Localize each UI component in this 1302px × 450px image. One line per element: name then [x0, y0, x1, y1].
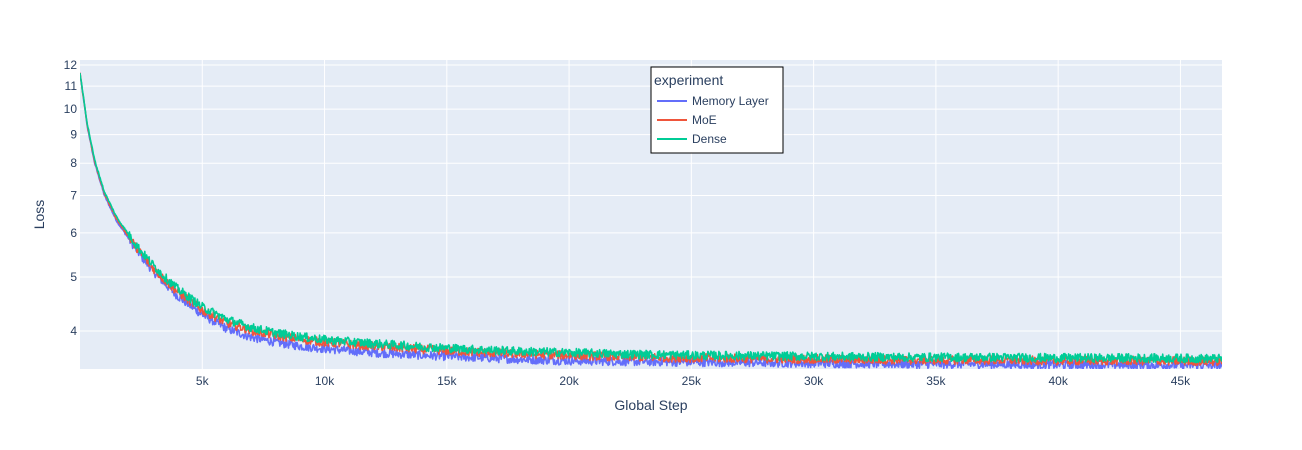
legend-item-label[interactable]: Dense	[692, 132, 727, 146]
y-axis-ticks: 4 5 6 7 8 9 10 11 12	[64, 58, 78, 338]
y-tick-label: 4	[70, 324, 77, 338]
y-tick-label: 12	[64, 58, 78, 72]
x-tick-label: 40k	[1048, 374, 1068, 388]
legend-item-label[interactable]: MoE	[692, 113, 717, 127]
x-tick-label: 35k	[926, 374, 946, 388]
y-axis-title: Loss	[31, 200, 47, 230]
legend-title: experiment	[654, 72, 723, 88]
y-tick-label: 7	[70, 189, 77, 203]
y-tick-label: 11	[65, 79, 78, 93]
y-tick-label: 9	[70, 128, 77, 142]
legend-item-label[interactable]: Memory Layer	[692, 94, 769, 108]
legend[interactable]: experiment Memory Layer MoE Dense	[650, 66, 784, 154]
x-axis-title: Global Step	[614, 397, 687, 413]
y-tick-label: 10	[64, 102, 78, 116]
x-tick-label: 25k	[682, 374, 702, 388]
x-tick-label: 15k	[437, 374, 457, 388]
x-tick-label: 30k	[804, 374, 824, 388]
y-tick-label: 5	[70, 270, 77, 284]
legend-items: Memory Layer MoE Dense	[657, 94, 769, 146]
series-group	[80, 72, 1222, 369]
x-tick-label: 20k	[559, 374, 579, 388]
series-line	[80, 73, 1222, 364]
x-tick-label: 45k	[1171, 374, 1191, 388]
x-tick-label: 10k	[315, 374, 335, 388]
x-axis-ticks: 5k 10k 15k 20k 25k 30k 35k 40k 45k	[196, 374, 1191, 388]
y-tick-label: 6	[70, 226, 77, 240]
x-tick-label: 5k	[196, 374, 210, 388]
y-tick-label: 8	[70, 156, 77, 170]
